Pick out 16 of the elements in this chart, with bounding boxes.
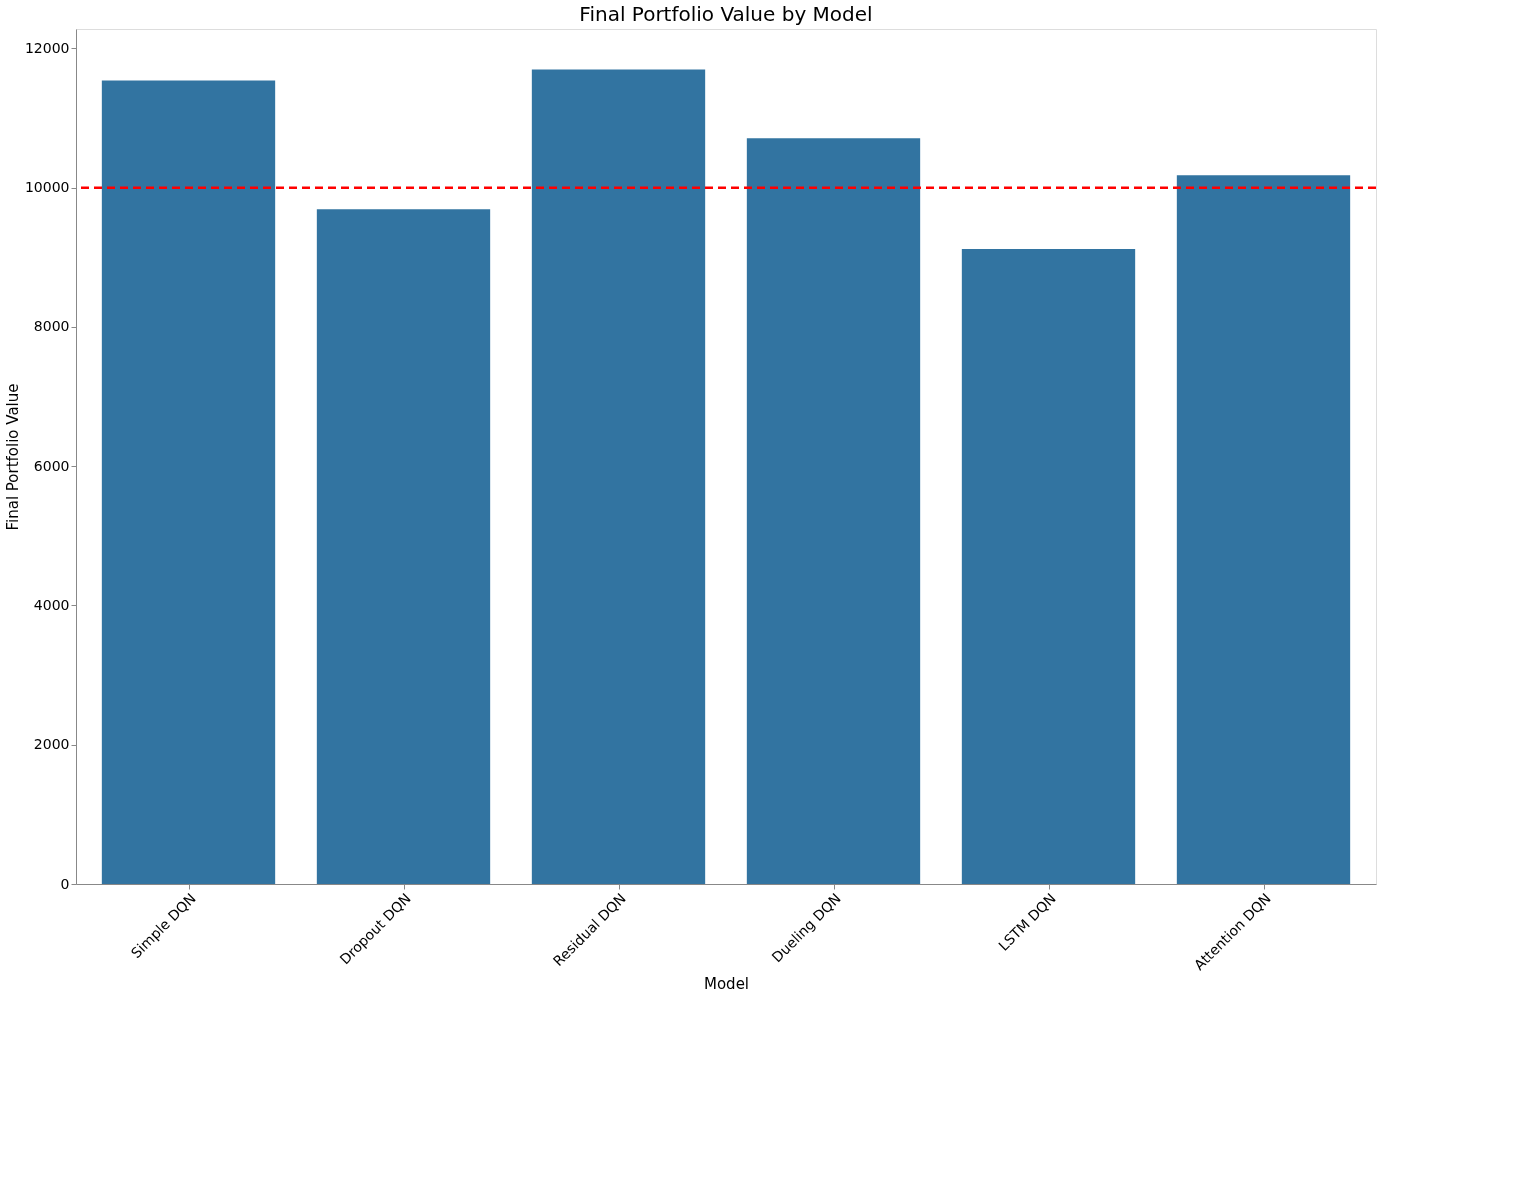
x-axis-title: Model	[703, 975, 750, 994]
y-tick-label: 10000	[24, 179, 70, 196]
bar	[1176, 175, 1351, 884]
bar	[746, 138, 921, 884]
y-tick-label: 6000	[33, 457, 70, 474]
y-tick-label: 2000	[33, 736, 70, 753]
bar	[961, 249, 1136, 884]
y-axis-title: Final Portfolio Value	[3, 383, 22, 531]
bar	[101, 80, 276, 884]
y-tick-label: 8000	[33, 318, 70, 335]
bar	[316, 209, 491, 884]
y-tick-label: 4000	[33, 597, 70, 613]
bar	[531, 69, 706, 884]
chart-title: Final Portfolio Value by Model	[579, 2, 873, 26]
y-tick-label: 0	[60, 875, 70, 892]
y-tick-label: 12000	[24, 40, 70, 56]
